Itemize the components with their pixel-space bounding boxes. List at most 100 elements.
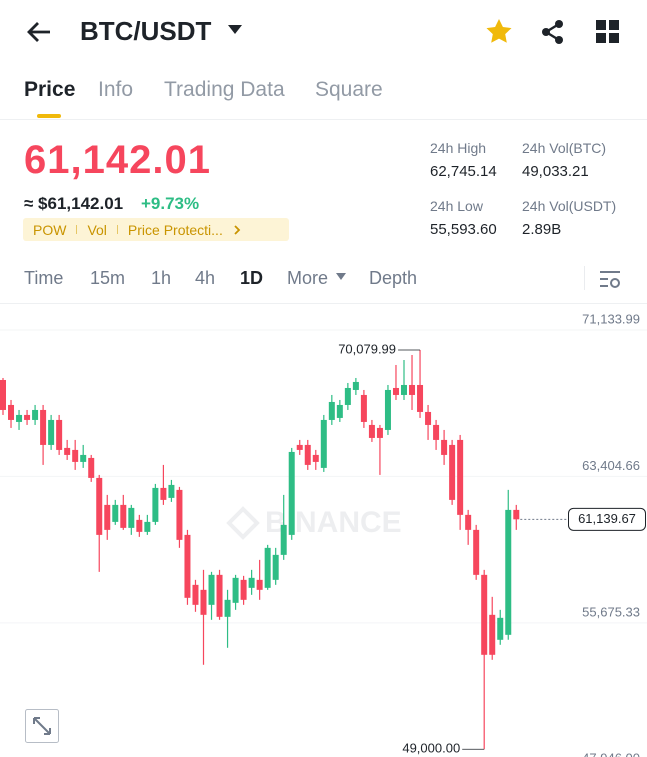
- last-price: 61,142.01: [24, 138, 211, 182]
- candle-body: [304, 444, 311, 465]
- candle-body: [16, 414, 23, 422]
- candle-body: [360, 394, 367, 422]
- y-tick-label: 71,133.99: [582, 311, 640, 326]
- candle-body: [184, 534, 191, 598]
- tab[interactable]: Square: [315, 78, 383, 101]
- favorite-star[interactable]: [485, 18, 513, 44]
- candle-body: [425, 411, 432, 425]
- candle-body: [48, 419, 55, 445]
- stat-value: 55,593.60: [430, 221, 497, 238]
- candle-body: [481, 574, 488, 655]
- interval[interactable]: Time: [24, 268, 64, 288]
- last-price-label: 61,139.67: [578, 511, 636, 526]
- interval[interactable]: 4h: [195, 268, 216, 288]
- candle-body: [56, 419, 63, 450]
- pair-title[interactable]: BTC/USDT: [80, 16, 212, 46]
- price-change: +9.73%: [141, 194, 200, 213]
- interval[interactable]: 15m: [90, 268, 126, 288]
- last-price-box: [568, 507, 646, 531]
- candle-body: [24, 414, 31, 420]
- y-tick-label: 47,946.00: [582, 751, 640, 757]
- candle-body: [208, 574, 215, 605]
- high-marker-label: 70,079.99: [338, 341, 396, 356]
- chart-settings-icon[interactable]: [598, 268, 622, 290]
- grid-menu-icon[interactable]: [596, 20, 620, 44]
- candle-body: [144, 521, 151, 532]
- tag: Vol: [87, 221, 107, 238]
- candle-body: [320, 419, 327, 468]
- more-caret: [336, 273, 346, 280]
- candle-body: [80, 454, 87, 462]
- low-marker-label: 49,000.00: [402, 741, 460, 756]
- tab[interactable]: Trading Data: [164, 78, 285, 101]
- candle-body: [352, 381, 359, 390]
- candle-body: [433, 424, 440, 440]
- candle-body: [168, 484, 175, 498]
- back-button[interactable]: [24, 18, 54, 46]
- interval[interactable]: More: [287, 268, 329, 288]
- share-icon[interactable]: [540, 19, 566, 45]
- candle-body: [288, 451, 295, 535]
- tab[interactable]: Price: [24, 78, 76, 101]
- candle-body: [248, 577, 255, 588]
- candle-body: [384, 389, 391, 430]
- stat-label: 24h High: [430, 140, 487, 156]
- pair-caret[interactable]: [228, 25, 242, 35]
- interval[interactable]: Depth: [369, 268, 418, 288]
- candle-body: [296, 444, 303, 450]
- candle-body: [272, 554, 279, 580]
- candle-body: [465, 514, 472, 530]
- divider: [0, 303, 647, 304]
- tab-underline: [37, 114, 61, 118]
- candle-body: [505, 509, 512, 635]
- candlestick-chart: BINANCE 71,133.99 63,404.66 55,675.33 47,94…: [0, 311, 647, 757]
- tab[interactable]: Info: [98, 78, 134, 101]
- tag-bar[interactable]: POW Vol Price Protecti...: [23, 218, 289, 241]
- candle-body: [312, 454, 319, 462]
- tag: POW: [33, 221, 67, 238]
- y-tick-label: 63,404.66: [582, 458, 640, 473]
- stat-label: 24h Vol(USDT): [522, 198, 617, 214]
- candle-body: [280, 524, 287, 555]
- stat-label: 24h Vol(BTC): [522, 140, 607, 156]
- candle-body: [192, 584, 199, 605]
- candle-body: [256, 579, 263, 590]
- candle-body: [176, 489, 183, 540]
- interval[interactable]: 1D: [240, 268, 264, 288]
- candle-body: [200, 589, 207, 615]
- candle-body: [152, 487, 159, 522]
- expand-button[interactable]: [25, 709, 59, 743]
- candle-body: [32, 409, 39, 420]
- candle-body: [112, 504, 119, 522]
- candle-body: [513, 509, 520, 520]
- candle-body: [376, 427, 383, 438]
- y-tick-label: 55,675.33: [582, 604, 640, 619]
- candle-body: [473, 529, 480, 575]
- divider: [0, 119, 647, 120]
- divider: [584, 266, 585, 290]
- candle-body: [401, 384, 407, 395]
- candle-body: [224, 599, 231, 617]
- candle-body: [264, 547, 271, 588]
- candle-body: [72, 449, 79, 462]
- stat-value: 49,033.21: [522, 163, 589, 180]
- candle-body: [160, 487, 167, 500]
- candle-body: [497, 617, 504, 640]
- candle-body: [368, 424, 375, 438]
- candle-body: [216, 574, 223, 617]
- candle-body: [88, 457, 95, 478]
- candle-body: [0, 379, 6, 410]
- interval[interactable]: 1h: [151, 268, 172, 288]
- candle-body: [232, 577, 239, 603]
- candle-body: [336, 404, 343, 418]
- candle-body: [409, 384, 416, 395]
- watermark-text: BINANCE: [265, 506, 402, 539]
- candle-body: [240, 579, 247, 600]
- watermark: BINANCE: [226, 506, 402, 540]
- candle-body: [40, 409, 47, 445]
- candle-body: [344, 387, 351, 405]
- fiat-price: ≈ $61,142.01: [24, 194, 124, 213]
- chevron: [234, 224, 241, 235]
- tag-divider: [116, 225, 118, 234]
